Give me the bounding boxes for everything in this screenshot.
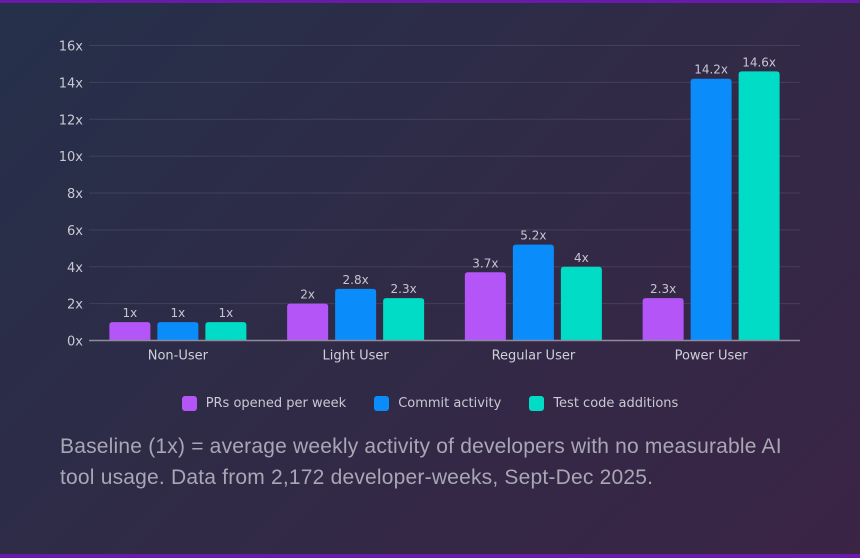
y-tick-label: 12x	[59, 113, 84, 128]
y-tick-label: 0x	[67, 335, 83, 350]
x-axis-categories: Non-User Light User Regular User Power User	[148, 349, 749, 364]
x-category-label: Light User	[323, 349, 390, 364]
data-label: 1x	[123, 306, 138, 320]
bar-test-code-additions	[205, 322, 247, 341]
y-tick-label: 10x	[59, 150, 84, 165]
legend-label-commits: Commit activity	[398, 396, 502, 411]
bar-test-code-additions	[560, 266, 602, 341]
data-label: 1x	[219, 306, 234, 320]
data-label: 14.6x	[742, 55, 776, 69]
y-tick-label: 2x	[67, 298, 83, 313]
legend-label-prs: PRs opened per week	[205, 396, 347, 411]
legend-swatch-prs	[181, 396, 197, 411]
bar-commit-activity	[690, 78, 732, 341]
footnote: Baseline (1x) = average weekly activity …	[60, 435, 782, 489]
data-labels: 1x 1x 1x 2x 2.8x 2.3x 3.7x 5.2x 4x 2.3x 14.2x 14.6x	[123, 55, 777, 320]
data-label: 2.8x	[343, 273, 369, 287]
legend-swatch-tests	[529, 396, 545, 411]
legend-item-tests: Test code additions	[529, 396, 678, 411]
data-label: 2.3x	[650, 282, 676, 296]
data-label: 3.7x	[472, 256, 498, 270]
x-category-label: Regular User	[492, 349, 576, 364]
bars	[109, 71, 780, 341]
x-category-label: Non-User	[148, 349, 209, 364]
bar-commit-activity	[335, 288, 377, 341]
y-tick-label: 14x	[59, 76, 84, 91]
bottom-accent-bar	[0, 554, 860, 558]
bar-chart: 0x 2x 4x 6x 8x 10x 12x 14x 16x 1x 1x 1x 2x 2.8x 2.3x 3…	[59, 40, 800, 364]
data-label: 2x	[300, 288, 315, 302]
y-tick-label: 4x	[67, 261, 83, 276]
legend-item-commits: Commit activity	[374, 396, 501, 411]
legend: PRs opened per week Commit activity Test…	[0, 396, 860, 411]
y-tick-label: 6x	[67, 224, 83, 239]
bar-test-code-additions	[383, 298, 425, 341]
y-tick-label: 8x	[67, 187, 83, 202]
bar-commit-activity	[157, 322, 199, 341]
y-tick-label: 16x	[59, 40, 84, 55]
bar-prs-opened-per-week	[109, 322, 151, 341]
legend-label-tests: Test code additions	[553, 396, 679, 411]
bar-test-code-additions	[738, 71, 780, 341]
legend-item-prs: PRs opened per week	[181, 396, 347, 411]
data-label: 5.2x	[520, 229, 546, 243]
y-axis-ticks: 0x 2x 4x 6x 8x 10x 12x 14x 16x	[59, 40, 84, 350]
bar-prs-opened-per-week	[464, 272, 506, 341]
data-label: 1x	[171, 306, 186, 320]
x-category-label: Power User	[675, 349, 749, 364]
data-label: 4x	[574, 251, 589, 265]
legend-swatch-commits	[374, 396, 390, 411]
top-accent-bar	[0, 0, 860, 3]
data-label: 14.2x	[694, 63, 728, 77]
bar-prs-opened-per-week	[642, 298, 684, 341]
data-label: 2.3x	[391, 282, 417, 296]
bar-prs-opened-per-week	[287, 303, 329, 341]
bar-commit-activity	[512, 244, 554, 341]
